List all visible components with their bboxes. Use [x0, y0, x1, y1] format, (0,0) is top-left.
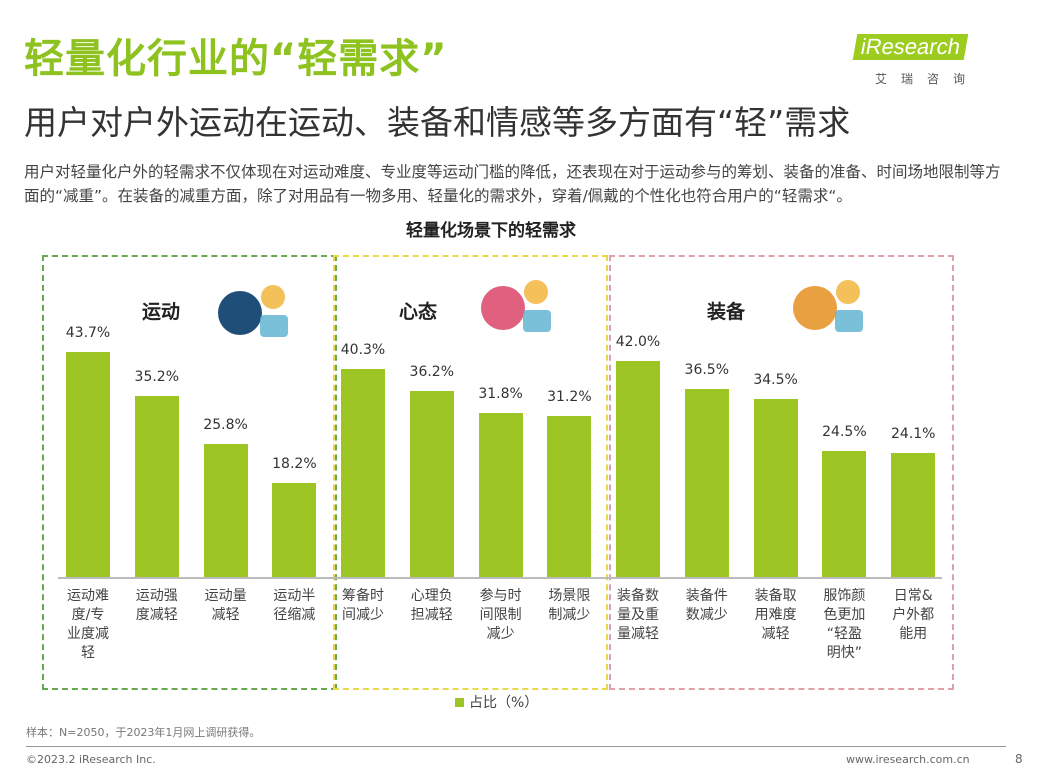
bar	[341, 369, 385, 577]
page-number: 8	[1015, 752, 1023, 766]
copyright: ©2023.2 iResearch Inc.	[26, 753, 156, 766]
data-label: 24.5%	[822, 423, 867, 440]
category-label: 参与时 间限制 减少	[479, 588, 522, 642]
page-title: 轻量化行业的“轻需求”	[24, 36, 448, 82]
legend-swatch	[455, 698, 464, 707]
group-box-2	[609, 255, 954, 690]
category-label: 筹备时 间减少	[342, 588, 384, 623]
group-box-1	[333, 255, 608, 690]
bar	[478, 413, 523, 577]
iresearch-logo: iResearch 艾瑞咨询	[852, 30, 985, 90]
chart-title: 轻量化场景下的轻需求	[406, 221, 576, 241]
bar	[272, 483, 317, 577]
data-label: 25.8%	[203, 417, 248, 434]
data-label: 34.5%	[753, 372, 798, 389]
category-label: 场景限 制减少	[548, 588, 591, 623]
data-label: 36.5%	[684, 362, 730, 379]
logo-brand: iResearch	[852, 34, 969, 60]
page-subtitle: 用户对户外运动在运动、装备和情感等多方面有“轻”需求	[24, 103, 851, 142]
bar	[822, 450, 867, 577]
data-label: 42.0%	[615, 333, 661, 350]
category-label: 服饰颜 色更加 “轻盈 明快”	[823, 588, 866, 661]
bar	[547, 416, 592, 577]
gear-items-illustration	[790, 270, 870, 340]
x-axis	[58, 577, 942, 579]
group-title: 装备	[707, 301, 746, 323]
data-label: 24.1%	[890, 425, 936, 442]
bar	[409, 390, 454, 577]
data-label: 18.2%	[272, 456, 317, 473]
description: 用户对轻量化户外的轻需求不仅体现在对运动难度、专业度等运动门槛的降低，还表现在对…	[24, 163, 1001, 205]
group-title: 心态	[399, 301, 438, 323]
category-label: 装备数 量及重 量减轻	[617, 588, 659, 642]
category-label: 心理负 担减轻	[410, 588, 453, 623]
category-label: 运动难 度/专 业度减 轻	[67, 588, 109, 661]
category-label: 装备件 数减少	[685, 588, 728, 623]
bar	[684, 389, 729, 577]
data-label: 35.2%	[134, 368, 180, 385]
bar	[891, 452, 936, 577]
data-label: 31.8%	[478, 386, 523, 403]
website-url: www.iresearch.com.cn	[846, 753, 970, 766]
category-label: 运动半 径缩减	[273, 588, 316, 623]
category-label: 装备取 用难度 减轻	[754, 588, 797, 642]
bike-sport-illustration	[215, 275, 295, 345]
category-label: 日常& 户外都 能用	[892, 588, 935, 642]
data-label: 31.2%	[547, 389, 592, 406]
group-box-0	[42, 255, 337, 690]
bar	[616, 360, 660, 577]
data-label: 43.7%	[65, 324, 111, 341]
data-label: 40.3%	[340, 342, 386, 359]
bar	[66, 351, 110, 577]
category-label: 运动强 度减轻	[135, 588, 178, 623]
bar	[203, 444, 248, 577]
bar	[753, 399, 798, 577]
group-title: 运动	[142, 301, 181, 323]
logo-sub: 艾瑞咨询	[875, 72, 980, 86]
sample-note: 样本：N=2050，于2023年1月网上调研获得。	[26, 726, 261, 739]
bar	[134, 395, 179, 577]
footer-divider	[26, 746, 1006, 747]
calendar-people-illustration	[478, 270, 558, 340]
legend-label: 占比（%）	[469, 695, 539, 711]
data-label: 36.2%	[409, 363, 455, 380]
category-label: 运动量 减轻	[204, 588, 247, 623]
legend: 占比（%）	[455, 692, 538, 712]
